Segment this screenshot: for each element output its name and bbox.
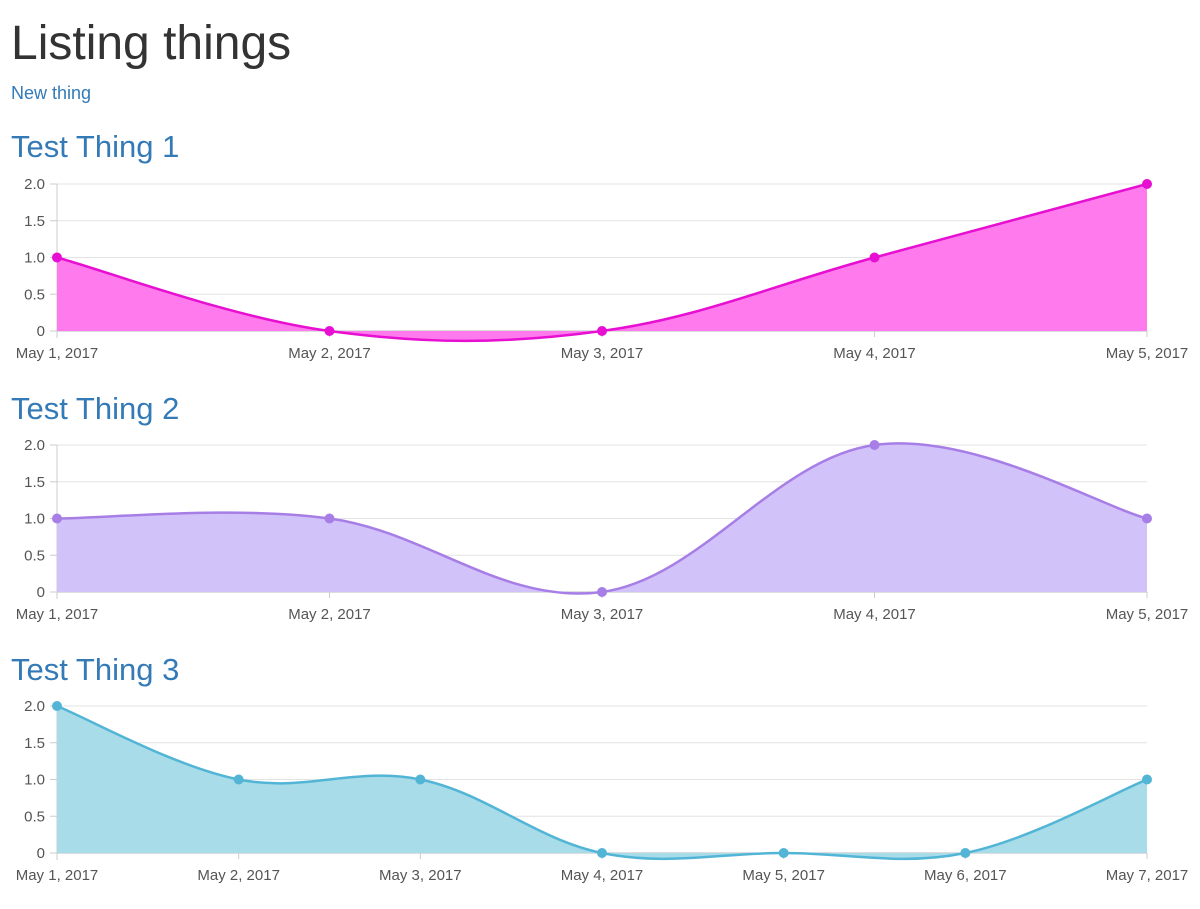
thing-chart-1: 2.0 1.5 1.0 0.5 0 May 1, 2017 May 2, 2017 May 3… [16,176,1189,362]
x-tick-label: May 1, 2017 [16,867,99,884]
data-point[interactable] [415,774,426,785]
x-tick-label: May 1, 2017 [16,606,99,623]
x-tick-label: May 3, 2017 [379,867,462,884]
x-tick-label: May 4, 2017 [833,606,916,623]
x-tick-label: May 7, 2017 [1106,867,1189,884]
data-point[interactable] [869,252,880,263]
x-tick-label: May 3, 2017 [561,606,644,623]
x-tick-label: May 2, 2017 [288,345,371,362]
y-tick-label: 0 [37,845,45,862]
data-point[interactable] [324,513,335,524]
y-tick-label: 1.0 [24,250,45,267]
x-tick-label: May 4, 2017 [561,867,644,884]
x-tick-label: May 4, 2017 [833,345,916,362]
thing-chart-2: 2.0 1.5 1.0 0.5 0 May 1, 2017 May 2, 2017 May 3… [16,437,1189,623]
data-point[interactable] [597,587,607,597]
data-point[interactable] [597,326,607,336]
data-point[interactable] [324,326,335,336]
x-tick-label: May 6, 2017 [924,867,1007,884]
x-tick-label: May 5, 2017 [1106,606,1189,623]
y-tick-label: 1.5 [24,213,45,230]
thing-chart-3: 2.0 1.5 1.0 0.5 0 May 1, 2017 May 2, 2017 May 3… [16,698,1189,884]
y-tick-label: 0.5 [24,808,45,825]
thing-title-3[interactable]: Test Thing 3 [11,652,180,687]
x-tick-label: May 3, 2017 [561,345,644,362]
data-point[interactable] [597,848,607,858]
data-point[interactable] [1142,774,1152,785]
y-tick-label: 1.0 [24,511,45,528]
y-tick-label: 2.0 [24,698,45,715]
y-tick-label: 1.0 [24,772,45,789]
y-tick-label: 0 [37,584,45,601]
y-tick-label: 0 [37,323,45,340]
data-point[interactable] [869,440,880,450]
y-tick-label: 1.5 [24,474,45,491]
x-tick-label: May 2, 2017 [197,867,280,884]
data-point[interactable] [52,701,62,711]
data-point[interactable] [1142,179,1152,189]
y-tick-label: 2.0 [24,176,45,193]
y-tick-label: 1.5 [24,735,45,752]
new-thing-link[interactable]: New thing [11,83,92,103]
series-area [57,706,1147,859]
y-tick-label: 2.0 [24,437,45,454]
thing-title-2[interactable]: Test Thing 2 [11,391,180,426]
x-tick-label: May 5, 2017 [1106,345,1189,362]
data-point[interactable] [960,848,971,858]
y-tick-label: 0.5 [24,547,45,564]
x-tick-label: May 1, 2017 [16,345,99,362]
x-tick-label: May 2, 2017 [288,606,371,623]
y-tick-label: 0.5 [24,286,45,303]
series-area [57,443,1147,594]
thing-title-1[interactable]: Test Thing 1 [11,129,180,164]
page-title: Listing things [11,17,292,70]
data-point[interactable] [52,252,62,263]
data-point[interactable] [1142,513,1152,524]
series-area [57,184,1147,341]
x-tick-label: May 5, 2017 [742,867,825,884]
data-point[interactable] [778,848,789,858]
data-point[interactable] [233,774,244,785]
data-point[interactable] [52,513,62,524]
